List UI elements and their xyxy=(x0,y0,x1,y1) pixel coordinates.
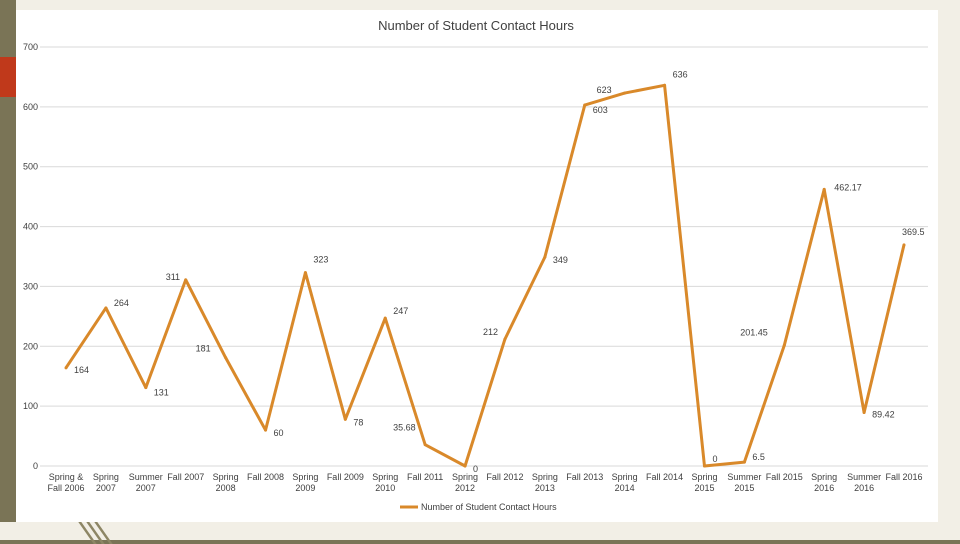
y-tick-label: 700 xyxy=(23,42,38,52)
data-point xyxy=(463,464,467,468)
x-tick-label: Spring 2016 xyxy=(811,472,837,493)
y-tick-label: 500 xyxy=(23,162,38,172)
data-label: 131 xyxy=(154,388,169,398)
data-label: 164 xyxy=(74,365,89,375)
x-tick-label: Fall 2011 xyxy=(407,472,443,482)
data-label: 89.42 xyxy=(872,409,895,419)
data-point xyxy=(144,386,148,390)
data-point xyxy=(822,187,826,191)
x-tick-label: Spring 2009 xyxy=(292,472,318,493)
x-tick-label: Spring 2008 xyxy=(213,472,239,493)
data-label: 0 xyxy=(473,464,478,474)
data-label: 323 xyxy=(313,255,328,265)
legend: Number of Student Contact Hours xyxy=(400,502,557,512)
data-label: 247 xyxy=(393,306,408,316)
series-line-path xyxy=(64,83,906,468)
x-tick-label: Fall 2007 xyxy=(167,472,204,482)
data-point xyxy=(862,410,866,414)
x-axis-ticks: Spring & Fall 2006 Spring 2007 Summer 2007 Fal… xyxy=(47,472,922,493)
data-point xyxy=(902,243,906,247)
data-point xyxy=(224,356,228,360)
data-labels: 164 264 131 311 181 60 323 78 247 35.68 0 212 349 603… xyxy=(74,69,925,474)
data-point xyxy=(782,343,786,347)
x-tick-label: Fall 2014 xyxy=(646,472,683,482)
y-axis-ticks: 0 100 200 300 400 500 600 700 xyxy=(23,42,38,471)
x-tick-label: Fall 2015 xyxy=(766,472,803,482)
data-label: 462.17 xyxy=(834,182,862,192)
y-tick-label: 0 xyxy=(33,461,38,471)
x-tick-label: Fall 2012 xyxy=(486,472,523,482)
data-point xyxy=(383,316,387,320)
y-tick-label: 100 xyxy=(23,401,38,411)
data-label: 311 xyxy=(166,272,180,282)
x-tick-label: Summer 2016 xyxy=(847,472,881,493)
chart-title: Number of Student Contact Hours xyxy=(378,18,574,33)
data-label: 181 xyxy=(196,344,211,354)
data-point xyxy=(64,366,68,370)
data-point xyxy=(104,306,108,310)
data-point xyxy=(702,464,706,468)
data-point xyxy=(343,417,347,421)
bottom-strip xyxy=(0,522,960,540)
x-tick-label: Spring 2013 xyxy=(532,472,558,493)
x-tick-label: Summer 2015 xyxy=(727,472,761,493)
data-label: 264 xyxy=(114,298,129,308)
x-tick-label: Spring 2014 xyxy=(612,472,638,493)
x-tick-label: Spring 2007 xyxy=(93,472,119,493)
data-label: 212 xyxy=(483,327,498,337)
data-label: 603 xyxy=(593,105,608,115)
data-point xyxy=(184,278,188,282)
data-label: 349 xyxy=(553,255,568,265)
data-label: 35.68 xyxy=(393,423,416,433)
data-point xyxy=(663,83,667,87)
data-point xyxy=(503,337,507,341)
data-label: 636 xyxy=(673,69,688,79)
x-tick-label: Spring 2015 xyxy=(691,472,717,493)
y-tick-label: 600 xyxy=(23,102,38,112)
data-point xyxy=(264,428,268,432)
x-tick-label: Fall 2016 xyxy=(885,472,922,482)
data-point xyxy=(583,103,587,107)
chart-area xyxy=(16,10,938,522)
data-point xyxy=(623,91,627,95)
legend-label: Number of Student Contact Hours xyxy=(421,502,557,512)
data-label: 60 xyxy=(274,428,284,438)
y-tick-label: 200 xyxy=(23,341,38,351)
data-point xyxy=(742,460,746,464)
data-point xyxy=(543,255,547,259)
x-tick-label: Fall 2009 xyxy=(327,472,364,482)
x-tick-label: Fall 2008 xyxy=(247,472,284,482)
data-label: 623 xyxy=(597,85,612,95)
data-point xyxy=(303,271,307,275)
y-tick-label: 400 xyxy=(23,222,38,232)
x-tick-label: Spring 2010 xyxy=(372,472,398,493)
series-line xyxy=(64,83,906,468)
data-label: 0 xyxy=(712,454,717,464)
data-label: 201.45 xyxy=(740,327,768,337)
x-tick-label: Spring 2012 xyxy=(452,472,478,493)
x-tick-label: Summer 2007 xyxy=(129,472,163,493)
left-decorative-bar xyxy=(0,0,16,540)
x-tick-label: Spring & Fall 2006 xyxy=(47,472,84,493)
y-tick-label: 300 xyxy=(23,281,38,291)
data-label: 369.5 xyxy=(902,227,925,237)
left-accent-block xyxy=(0,57,16,97)
x-tick-label: Fall 2013 xyxy=(566,472,603,482)
data-label: 6.5 xyxy=(752,452,765,462)
data-label: 78 xyxy=(353,417,363,427)
data-point xyxy=(423,443,427,447)
